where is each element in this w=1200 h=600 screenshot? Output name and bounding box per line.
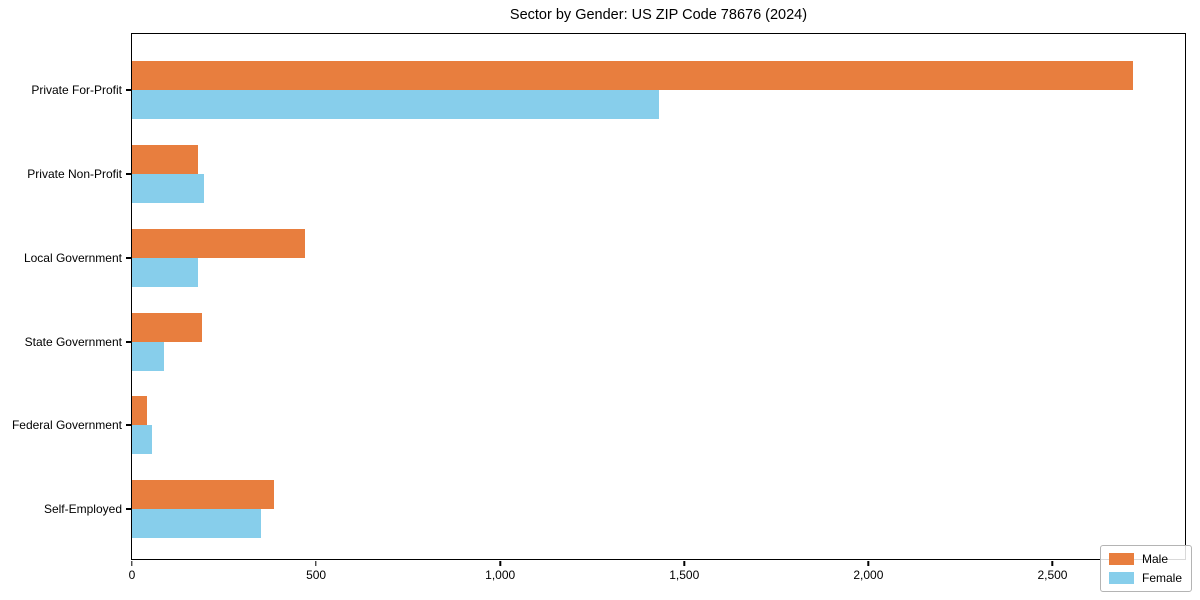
y-axis-label: Private Non-Profit <box>27 167 122 181</box>
x-axis-label: 1,500 <box>669 568 700 582</box>
bar-female <box>132 90 659 119</box>
y-axis-label: Self-Employed <box>43 502 122 516</box>
bar-female <box>132 425 153 454</box>
legend-item-female: Female <box>1108 571 1182 585</box>
bar-male <box>132 229 306 258</box>
bar-female <box>132 174 204 203</box>
x-tick-mark <box>867 560 870 566</box>
legend-label: Male <box>1141 552 1168 566</box>
x-tick-mark <box>315 560 317 566</box>
y-tick-mark <box>125 508 131 510</box>
plot-area: Private For-Profit Private Non-Profit Loca… <box>12 33 1186 582</box>
bar-male <box>132 480 274 509</box>
x-axis-label: 500 <box>306 568 327 582</box>
bar-female <box>132 342 165 371</box>
legend: Male Female <box>1099 545 1192 592</box>
y-axis-label: Private For-Profit <box>31 83 122 97</box>
y-tick-mark <box>125 257 131 259</box>
x-tick-mark <box>1051 560 1054 566</box>
bar-male <box>132 396 148 425</box>
bar-female <box>132 509 261 538</box>
y-tick-mark <box>125 173 131 175</box>
legend-item-male: Male <box>1108 552 1182 566</box>
bar-female <box>132 258 199 287</box>
y-tick-mark <box>125 341 131 343</box>
x-tick-mark <box>499 560 501 566</box>
y-axis-label: State Government <box>24 335 122 349</box>
y-tick-mark <box>125 424 131 426</box>
x-tick-mark <box>683 560 685 566</box>
x-axis-label: 1,000 <box>485 568 516 582</box>
legend-swatch-male <box>1108 553 1134 565</box>
bar-male <box>132 313 202 342</box>
x-axis-label: 2,000 <box>853 568 884 582</box>
x-tick-mark <box>131 560 133 566</box>
chart-title: Sector by Gender: US ZIP Code 78676 (202… <box>509 7 808 23</box>
y-axis-label: Federal Government <box>11 418 122 432</box>
bar-male <box>132 61 1134 90</box>
bar-male <box>132 145 199 174</box>
legend-label: Female <box>1141 571 1182 585</box>
x-axis-label: 0 <box>128 568 136 582</box>
x-axis-label: 2,500 <box>1037 568 1068 582</box>
y-axis-label: Local Government <box>23 251 122 265</box>
y-tick-mark <box>125 89 131 91</box>
legend-swatch-female <box>1108 572 1134 584</box>
